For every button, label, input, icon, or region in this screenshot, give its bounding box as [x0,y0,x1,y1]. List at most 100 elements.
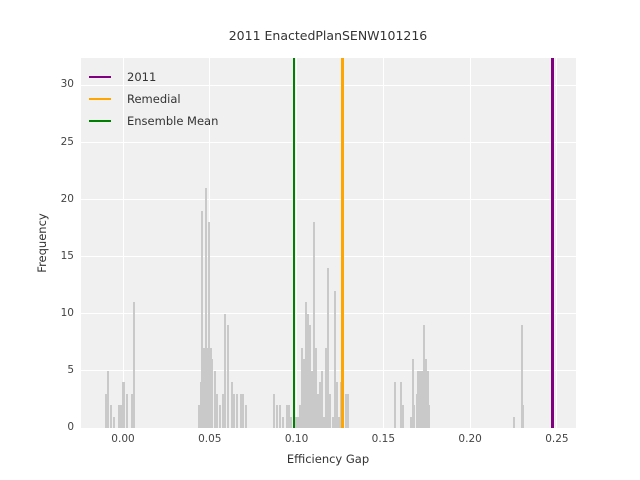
histogram-bar [107,370,110,428]
histogram-bar [307,313,309,428]
histogram-bar [206,348,209,428]
histogram-bar [230,382,233,428]
histogram-bar [236,393,239,428]
gridline-horizontal [81,256,576,258]
reference-line-2011 [550,58,554,428]
histogram-bar [201,211,204,428]
legend-item-2011: 2011 [89,66,218,88]
histogram-bar [308,325,311,428]
gridline-vertical [556,58,558,428]
histogram-bar [295,416,298,428]
legend-line-sample-2011 [89,75,111,79]
histogram-bar [422,325,425,428]
histogram-bar [233,393,236,428]
histogram-bar [522,405,525,428]
gridline-vertical [469,58,471,428]
histogram-bar [132,302,135,428]
histogram-bar [221,393,224,428]
histogram-bar [424,359,427,428]
histogram-bar [204,188,207,428]
x-tick-label: 0.15 [371,433,396,445]
histogram-bar [239,393,242,428]
histogram-bar [199,382,202,428]
histogram-bar [428,405,431,428]
x-tick-label: 0.20 [458,433,482,445]
histogram-bar [409,416,412,428]
histogram-bar [219,405,222,428]
histogram-bar [346,393,349,428]
histogram-bar [320,370,323,428]
histogram-bar [344,393,347,428]
y-tick-label: 5 [67,363,74,376]
x-tick-label: 0.00 [111,433,135,445]
histogram-bar [304,302,307,428]
histogram-bar [326,268,329,428]
legend: 2011 Remedial Ensemble Mean [89,66,218,132]
histogram-bar [207,222,210,428]
histogram-bar [303,359,306,428]
gridline-vertical [122,58,124,428]
histogram-bar [275,405,278,428]
histogram-bar [313,222,316,428]
y-tick-label: 0 [67,421,74,433]
legend-line-sample-remedial [89,97,111,101]
y-axis-label: Frequency [35,213,49,273]
histogram-bar [399,382,402,428]
histogram-bar [245,405,248,428]
legend-label: Ensemble Mean [127,114,219,128]
histogram-bar [417,370,420,428]
histogram-bar [287,405,290,428]
histogram-bar [401,405,404,428]
histogram-bar [278,405,281,428]
histogram-bar [121,382,124,428]
histogram-bar [318,382,321,428]
y-tick-label: 30 [60,78,74,91]
histogram-bar [215,393,218,428]
histogram-bar [119,405,122,428]
histogram-bar [420,370,423,428]
histogram-bar [411,359,414,428]
histogram-bar [299,405,302,428]
histogram-bar [104,393,107,428]
x-tick-label: 0.25 [545,433,569,445]
histogram-bar [317,393,320,428]
histogram-bar [130,393,133,428]
histogram-bar [203,348,206,428]
histogram-bar [413,405,416,428]
histogram-bar [285,405,288,428]
gridline-vertical [296,58,298,428]
histogram-bar [272,393,275,428]
histogram-bar [113,416,116,428]
y-tick-label: 20 [60,192,74,205]
histogram-bar [418,370,421,428]
histogram-bar [322,416,325,428]
gridline-horizontal [81,199,576,201]
histogram-bar [338,416,341,428]
histogram-bar [311,370,314,428]
histogram-bar [335,382,338,428]
histogram-bar [331,416,334,428]
histogram-bar [520,325,523,428]
histogram-bar [211,359,214,428]
histogram-bar [227,325,229,428]
x-tick-label: 0.05 [198,433,222,445]
histogram-bar [340,382,343,428]
gridline-vertical [382,58,384,428]
reference-line-remedial [341,58,345,428]
histogram-bar [282,416,285,428]
histogram-bar [110,405,113,428]
gridline-horizontal [81,142,576,143]
chart-title: 2011 EnactedPlanSENW101216 [228,28,428,43]
histogram-bar [309,370,312,428]
histogram-bar [223,313,226,428]
histogram-bar [198,405,201,428]
plot-area: 2011 Remedial Ensemble Mean [81,58,576,429]
histogram-bar [333,290,336,428]
gridline-horizontal [81,427,576,429]
histogram-bar [393,382,396,428]
legend-item-ensemble-mean: Ensemble Mean [89,110,218,132]
legend-item-remedial: Remedial [89,88,218,110]
histogram-bar [213,370,216,428]
histogram-bar [123,382,126,428]
x-axis-label: Efficiency Gap [286,452,370,466]
